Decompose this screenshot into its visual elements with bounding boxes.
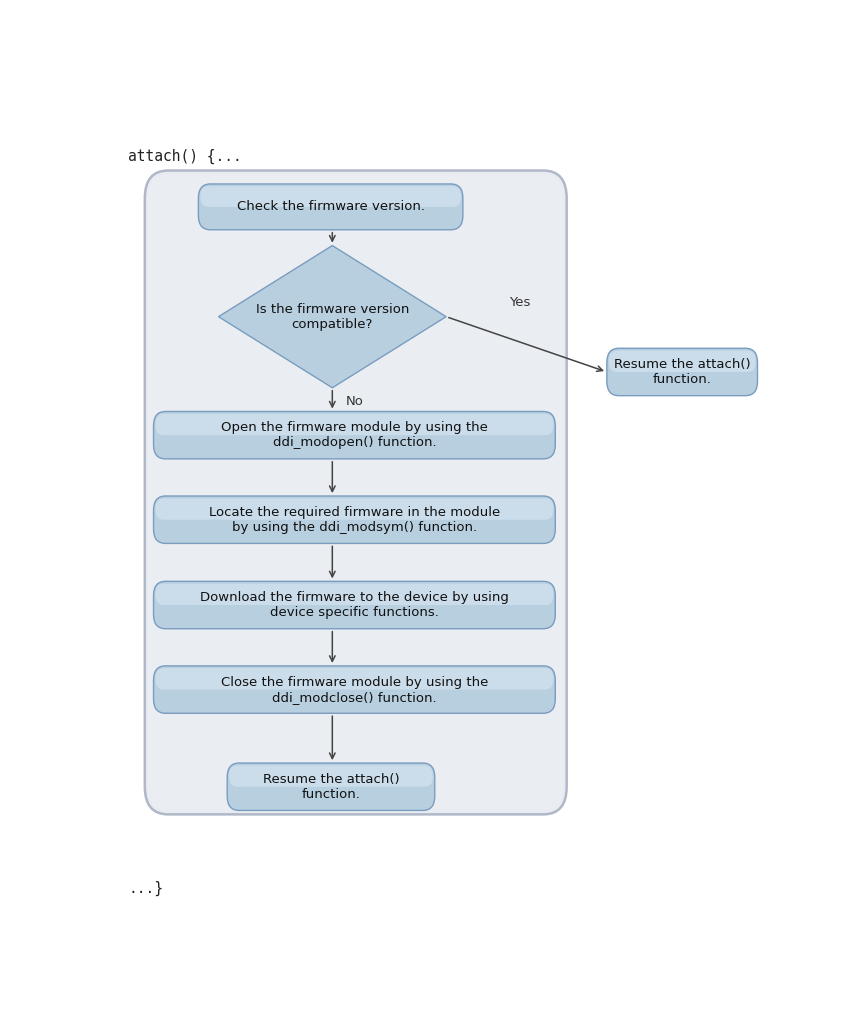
FancyBboxPatch shape: [229, 765, 433, 787]
Text: Open the firmware module by using the
ddi_modopen() function.: Open the firmware module by using the dd…: [221, 422, 488, 449]
FancyBboxPatch shape: [154, 411, 556, 459]
Text: attach() {...: attach() {...: [128, 149, 242, 163]
FancyBboxPatch shape: [200, 187, 461, 207]
FancyBboxPatch shape: [154, 582, 556, 629]
FancyBboxPatch shape: [607, 348, 758, 396]
Text: Is the firmware version
compatible?: Is the firmware version compatible?: [256, 303, 409, 330]
FancyBboxPatch shape: [227, 763, 435, 811]
FancyBboxPatch shape: [154, 666, 556, 713]
Polygon shape: [219, 245, 446, 388]
FancyBboxPatch shape: [154, 496, 556, 544]
FancyBboxPatch shape: [199, 184, 463, 230]
Text: No: No: [346, 395, 364, 407]
Text: Check the firmware version.: Check the firmware version.: [237, 200, 424, 213]
Text: Download the firmware to the device by using
device specific functions.: Download the firmware to the device by u…: [200, 591, 509, 619]
Text: Close the firmware module by using the
ddi_modclose() function.: Close the firmware module by using the d…: [220, 675, 488, 704]
FancyBboxPatch shape: [145, 170, 567, 815]
Text: Resume the attach()
function.: Resume the attach() function.: [263, 773, 399, 800]
FancyBboxPatch shape: [149, 174, 563, 811]
Text: Locate the required firmware in the module
by using the ddi_modsym() function.: Locate the required firmware in the modu…: [209, 506, 500, 534]
FancyBboxPatch shape: [156, 668, 553, 689]
Text: Resume the attach()
function.: Resume the attach() function.: [613, 358, 751, 386]
Text: ...}: ...}: [128, 880, 163, 896]
FancyBboxPatch shape: [609, 351, 755, 372]
FancyBboxPatch shape: [156, 499, 553, 520]
FancyBboxPatch shape: [156, 584, 553, 605]
FancyBboxPatch shape: [156, 413, 553, 435]
Text: Yes: Yes: [509, 295, 530, 309]
